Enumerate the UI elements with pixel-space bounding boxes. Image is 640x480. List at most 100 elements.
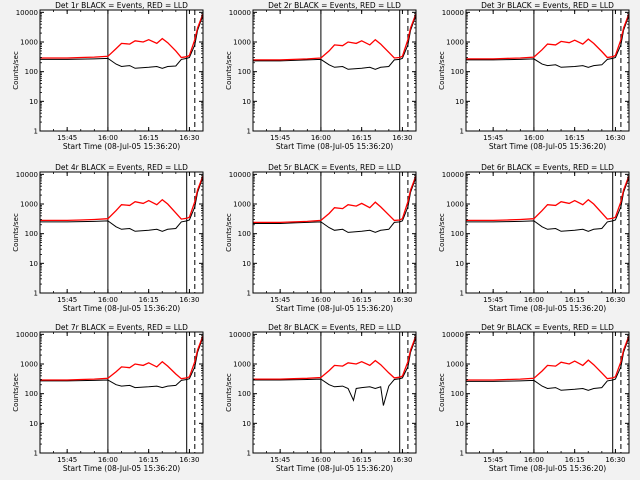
y-tick-label: 1: [247, 128, 251, 136]
panel-title: Det 9r BLACK = Events, RED = LLD: [481, 323, 614, 332]
y-tick-label: 10000: [442, 171, 464, 179]
series-events-line: [40, 176, 203, 232]
y-tick-label: 1: [34, 450, 38, 458]
panel-title: Det 2r BLACK = Events, RED = LLD: [268, 1, 401, 10]
y-tick-label: 1000: [20, 201, 38, 209]
y-axis-label: Counts/sec: [12, 51, 20, 90]
x-tick-label: 15:45: [57, 134, 77, 142]
series-events-line: [253, 336, 416, 406]
y-tick-label: 10: [242, 260, 251, 268]
y-axis-label: Counts/sec: [438, 373, 446, 412]
y-tick-label: 10: [29, 420, 38, 428]
x-tick-label: 15:45: [270, 456, 290, 464]
y-tick-label: 10: [455, 420, 464, 428]
x-tick-label: 16:15: [352, 296, 372, 304]
x-tick-label: 16:00: [524, 296, 544, 304]
x-axis-label: Start Time (08-Jul-05 15:36:20): [489, 142, 606, 151]
series-lld-line: [40, 174, 203, 222]
panel-title: Det 8r BLACK = Events, RED = LLD: [268, 323, 401, 332]
x-tick-label: 16:15: [139, 456, 159, 464]
plot-area: [40, 10, 203, 131]
x-axis-label: Start Time (08-Jul-05 15:36:20): [63, 464, 180, 473]
y-tick-label: 1000: [233, 361, 251, 369]
series-lld-line: [253, 12, 416, 61]
y-tick-label: 100: [25, 68, 38, 76]
panel-title: Det 1r BLACK = Events, RED = LLD: [55, 1, 188, 10]
x-tick-label: 15:45: [483, 134, 503, 142]
series-events-line: [466, 14, 629, 68]
x-tick-label: 16:30: [179, 456, 199, 464]
panel-5: 1 10 100 1000 10000 15:45 16:00 16:15 16:30 Det 5…: [225, 163, 417, 313]
x-tick-label: 16:30: [605, 134, 625, 142]
panel-8: 1 10 100 1000 10000 15:45 16:00 16:15 16:30 Det 8…: [225, 323, 417, 473]
y-tick-label: 10: [29, 260, 38, 268]
y-tick-label: 1000: [446, 201, 464, 209]
x-tick-label: 15:45: [270, 134, 290, 142]
y-tick-label: 100: [451, 390, 464, 398]
x-tick-label: 16:00: [98, 296, 118, 304]
y-tick-label: 1: [247, 450, 251, 458]
x-tick-label: 15:45: [483, 456, 503, 464]
panel-9: 1 10 100 1000 10000 15:45 16:00 16:15 16:30 Det 9…: [438, 323, 630, 473]
x-tick-label: 15:45: [57, 456, 77, 464]
plot-area: [253, 172, 416, 293]
y-tick-label: 1000: [20, 39, 38, 47]
y-axis-label: Counts/sec: [12, 213, 20, 252]
x-tick-label: 16:15: [139, 296, 159, 304]
x-tick-label: 16:30: [605, 296, 625, 304]
y-tick-label: 100: [238, 390, 251, 398]
y-tick-label: 10000: [16, 331, 38, 339]
x-tick-label: 16:00: [311, 296, 331, 304]
y-tick-label: 10000: [442, 331, 464, 339]
panel-title: Det 5r BLACK = Events, RED = LLD: [268, 163, 401, 172]
y-axis-label: Counts/sec: [225, 51, 233, 90]
y-tick-label: 10000: [229, 171, 251, 179]
x-tick-label: 16:30: [179, 296, 199, 304]
y-tick-label: 10: [29, 98, 38, 106]
y-axis-label: Counts/sec: [225, 373, 233, 412]
y-tick-label: 1000: [446, 39, 464, 47]
x-axis-label: Start Time (08-Jul-05 15:36:20): [489, 464, 606, 473]
y-tick-label: 1: [460, 128, 464, 136]
panel-title: Det 4r BLACK = Events, RED = LLD: [55, 163, 188, 172]
panel-2: 1 10 100 1000 10000 15:45 16:00 16:15 16:30 Det 2…: [225, 1, 417, 151]
panel-title: Det 7r BLACK = Events, RED = LLD: [55, 323, 188, 332]
y-tick-label: 10000: [229, 9, 251, 17]
y-tick-label: 100: [451, 230, 464, 238]
plot-area: [253, 332, 416, 453]
plot-area: [253, 10, 416, 131]
y-tick-label: 1: [34, 290, 38, 298]
x-tick-label: 15:45: [57, 296, 77, 304]
series-events-line: [40, 336, 203, 389]
y-tick-label: 1: [460, 290, 464, 298]
x-tick-label: 16:30: [392, 134, 412, 142]
plot-area: [466, 172, 629, 293]
plot-area: [40, 172, 203, 293]
series-lld-line: [253, 334, 416, 380]
y-tick-label: 10: [242, 420, 251, 428]
panel-6: 1 10 100 1000 10000 15:45 16:00 16:15 16:30 Det 6…: [438, 163, 630, 313]
plot-area: [40, 332, 203, 453]
series-lld-line: [466, 12, 629, 60]
y-tick-label: 10000: [16, 171, 38, 179]
x-tick-label: 16:15: [565, 134, 585, 142]
x-tick-label: 16:00: [311, 134, 331, 142]
y-axis-label: Counts/sec: [225, 213, 233, 252]
x-tick-label: 16:15: [565, 456, 585, 464]
x-tick-label: 16:30: [179, 134, 199, 142]
x-tick-label: 16:15: [139, 134, 159, 142]
panel-title: Det 3r BLACK = Events, RED = LLD: [481, 1, 614, 10]
y-tick-label: 100: [25, 390, 38, 398]
x-tick-label: 16:30: [392, 296, 412, 304]
series-lld-line: [40, 12, 203, 59]
series-events-line: [466, 176, 629, 232]
y-axis-label: Counts/sec: [12, 373, 20, 412]
x-tick-label: 16:30: [605, 456, 625, 464]
x-tick-label: 16:00: [98, 456, 118, 464]
y-tick-label: 10: [455, 98, 464, 106]
x-axis-label: Start Time (08-Jul-05 15:36:20): [276, 464, 393, 473]
x-axis-label: Start Time (08-Jul-05 15:36:20): [276, 142, 393, 151]
x-tick-label: 15:45: [270, 296, 290, 304]
y-tick-label: 1: [460, 450, 464, 458]
